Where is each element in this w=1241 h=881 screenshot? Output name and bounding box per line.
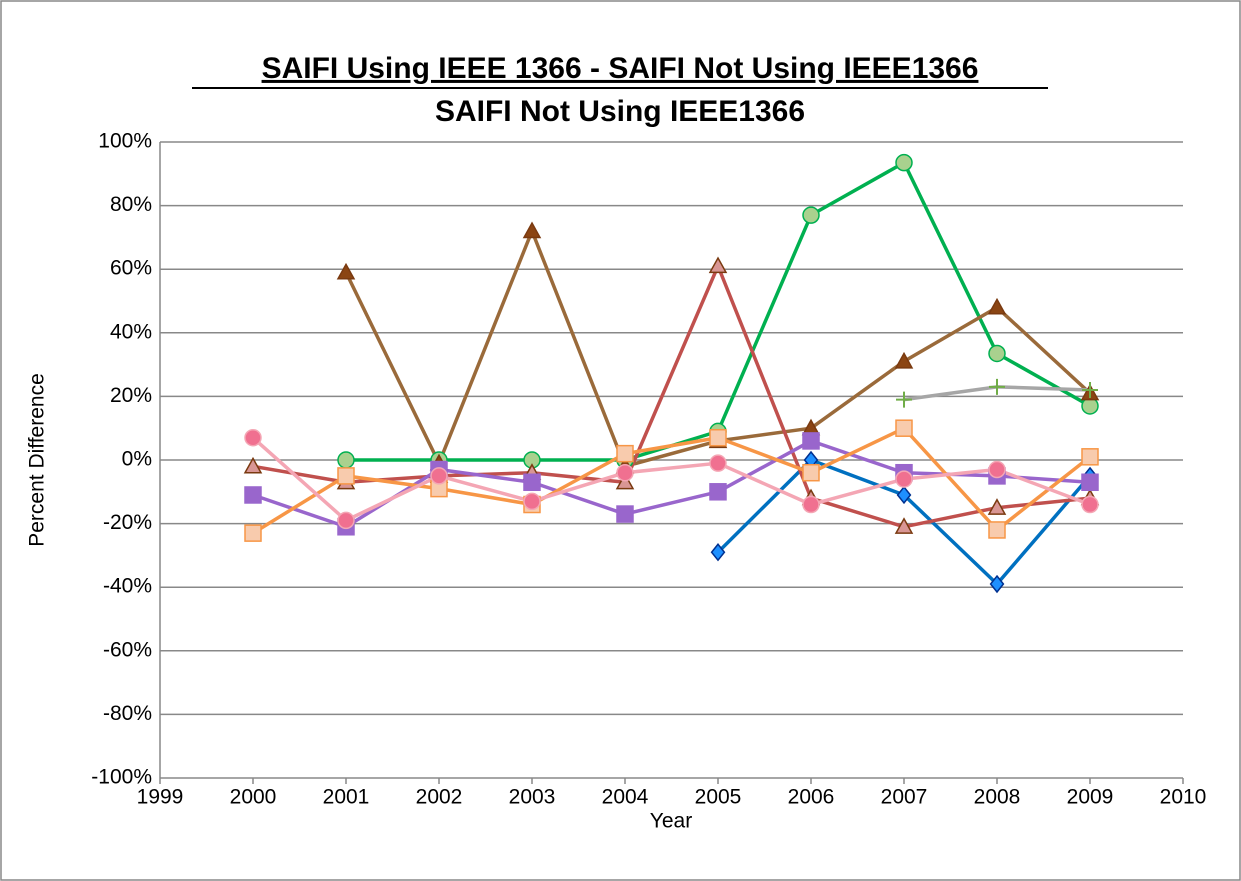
marker — [522, 221, 542, 239]
marker — [337, 451, 355, 469]
y-tick-label: -60% — [103, 638, 152, 661]
marker — [894, 517, 914, 534]
chart-subtitle: SAIFI Not Using IEEE1366 — [435, 95, 805, 128]
y-tick-label: -40% — [103, 575, 152, 598]
marker — [896, 485, 912, 505]
marker — [336, 262, 356, 280]
x-tick-label: 2007 — [881, 786, 928, 809]
x-tick-label: 2004 — [602, 786, 649, 809]
y-tick-label: 40% — [110, 320, 152, 343]
x-tick-label: 2010 — [1160, 786, 1207, 809]
marker — [1081, 495, 1099, 514]
marker — [616, 505, 634, 523]
marker — [802, 432, 820, 450]
marker — [244, 428, 262, 447]
series-line — [252, 264, 1091, 529]
series-line — [252, 426, 1092, 535]
marker — [243, 456, 263, 474]
x-tick-label: 2001 — [323, 786, 370, 809]
marker — [523, 473, 541, 492]
marker — [709, 454, 727, 472]
marker — [1081, 473, 1099, 492]
marker — [337, 511, 355, 530]
x-tick-label: 2006 — [788, 786, 835, 809]
y-tick-label: 20% — [110, 384, 152, 407]
marker — [710, 543, 726, 562]
x-tick-label: 2009 — [1067, 786, 1114, 809]
marker — [337, 467, 355, 485]
marker — [988, 460, 1006, 479]
y-tick-label: 80% — [110, 193, 152, 216]
y-tick-label: 0% — [122, 448, 152, 471]
marker — [896, 391, 912, 408]
marker — [616, 444, 634, 463]
marker — [616, 463, 634, 482]
x-axis-label: Year — [650, 810, 692, 833]
marker — [802, 206, 820, 224]
marker — [709, 428, 727, 447]
marker — [802, 495, 820, 514]
x-tick-label: 2002 — [416, 786, 463, 809]
marker — [802, 463, 820, 482]
x-tick-label: 2005 — [695, 786, 742, 809]
y-axis-label: Percent Difference — [26, 373, 49, 547]
chart-title: SAIFI Using IEEE 1366 - SAIFI Not Using … — [262, 52, 979, 85]
marker — [430, 467, 448, 485]
marker — [987, 498, 1007, 515]
marker — [989, 574, 1005, 594]
marker — [709, 483, 727, 501]
marker — [988, 521, 1006, 539]
y-tick-label: 100% — [98, 130, 152, 153]
marker — [895, 419, 913, 437]
marker — [895, 153, 913, 172]
marker — [244, 486, 262, 504]
marker — [1081, 448, 1099, 466]
y-tick-label: -20% — [103, 511, 152, 534]
marker — [708, 256, 728, 274]
marker — [1082, 382, 1098, 399]
marker — [895, 470, 913, 488]
marker — [244, 524, 262, 542]
y-tick-label: 60% — [110, 257, 152, 280]
y-tick-label: -80% — [103, 702, 152, 725]
x-tick-label: 2003 — [509, 786, 556, 809]
x-tick-label: 2000 — [230, 786, 277, 809]
marker — [523, 492, 541, 511]
marker — [988, 344, 1006, 363]
marker — [894, 351, 914, 369]
x-tick-label: 2008 — [974, 786, 1021, 809]
y-tick-label: -100% — [91, 766, 152, 789]
x-tick-label: 1999 — [137, 786, 184, 809]
series-line — [251, 436, 1091, 523]
marker — [989, 378, 1005, 395]
marker — [987, 297, 1007, 315]
